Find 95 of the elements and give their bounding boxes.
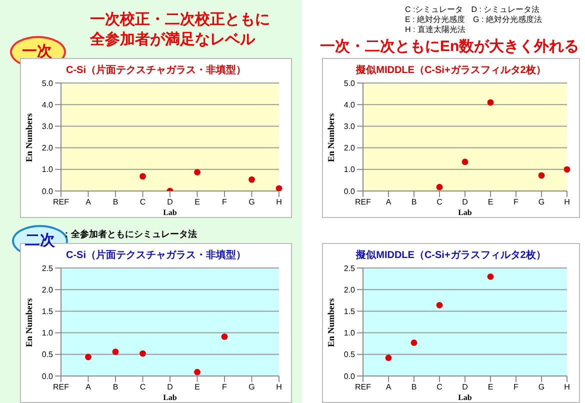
point [436, 302, 443, 308]
point [564, 166, 570, 173]
y-tick-label: 1.0 [344, 328, 356, 338]
y-tick-label: 2.5 [42, 264, 54, 273]
y-tick-label: 2.0 [344, 285, 356, 294]
chart-title: 擬似MIDDLE（C-Si+ガラスフィルタ2枚） [354, 64, 547, 77]
point [112, 348, 119, 356]
y-tick-label: 4.0 [42, 100, 54, 110]
x-tick-label: D [167, 198, 174, 207]
x-tick-label: F [514, 382, 519, 392]
x-tick-label: G [248, 198, 255, 207]
text: H : 直達太陽光法 [405, 24, 466, 35]
x-tick-label: C [436, 382, 443, 392]
y-tick-label: 1.0 [42, 328, 54, 338]
point [85, 354, 92, 360]
y-tick-label: 0.5 [42, 350, 54, 360]
y-tick-label: 0.0 [42, 186, 54, 196]
text: ：全参加者ともにシミュレータ法 [62, 228, 197, 241]
x-tick-label: H [276, 198, 282, 207]
point [385, 354, 392, 362]
x-tick-label: E [488, 382, 494, 392]
x-tick-label: D [167, 382, 174, 392]
y-tick-label: 5.0 [344, 78, 356, 88]
text: 一次校正・二次校正ともに [90, 10, 270, 29]
y-tick-label: 2.5 [344, 264, 356, 273]
chart-title: C-Si（片面テクスチャガラス・非填型） [65, 248, 247, 262]
x-tick-label: E [194, 198, 200, 207]
text: 二次 [25, 231, 55, 250]
point [221, 333, 228, 340]
x-tick-label: B [112, 198, 118, 207]
point [487, 273, 494, 280]
x-tick-label: E [488, 198, 494, 207]
x-tick-label: F [222, 198, 228, 207]
text: 一次・二次ともにEn数が大きく外れる [320, 37, 580, 56]
y-tick-label: 0.0 [344, 372, 356, 381]
x-tick-label: H [564, 382, 570, 392]
y-tick-label: 5.0 [42, 78, 54, 88]
x-tick-label: B [411, 382, 417, 392]
x-tick-label: C [436, 198, 443, 207]
x-tick-label: G [538, 198, 545, 207]
x-tick-label: D [462, 198, 468, 207]
x-tick-label: F [514, 198, 519, 207]
x-tick-label: A [86, 198, 92, 207]
x-tick-label: F [222, 382, 228, 392]
x-tick-label: B [112, 382, 118, 392]
point [194, 368, 200, 376]
x-axis-title: Lab [458, 393, 472, 402]
x-tick-label: G [248, 382, 255, 392]
y-tick-label: 2.0 [42, 285, 54, 294]
point [140, 350, 146, 357]
y-tick-label: 0.0 [344, 186, 356, 196]
x-tick-label: E [194, 382, 200, 392]
y-axis-title: En Numbers [24, 112, 34, 162]
text: 全参加者が満足なレベル [90, 30, 255, 49]
x-tick-label: REF [355, 198, 372, 207]
x-tick-label: B [411, 198, 417, 207]
point [436, 184, 443, 190]
point [538, 172, 545, 179]
x-tick-label: REF [355, 382, 372, 392]
y-tick-label: 0.5 [344, 350, 356, 360]
y-tick-label: 1.0 [344, 165, 356, 174]
x-tick-label: H [564, 198, 570, 207]
chart-title: 擬似MIDDLE（C-Si+ガラスフィルタ2枚） [354, 248, 547, 262]
y-tick-label: 2.0 [42, 144, 54, 153]
x-axis-title: Lab [163, 393, 178, 402]
x-tick-label: A [86, 382, 92, 392]
text: C :シミュレータ D : シミュレータ法 [405, 4, 540, 15]
y-tick-label: 3.0 [344, 122, 356, 132]
y-tick-label: 1.0 [42, 165, 54, 174]
y-tick-label: 4.0 [344, 100, 356, 110]
point [487, 99, 494, 106]
x-tick-label: H [276, 382, 282, 392]
y-tick-label: 1.5 [42, 307, 54, 316]
point [462, 158, 468, 166]
x-axis-title: Lab [458, 208, 472, 217]
chart-title: C-Si（片面テクスチャガラス・非填型） [65, 64, 247, 77]
y-tick-label: 3.0 [42, 122, 54, 132]
y-tick-label: 1.5 [344, 307, 356, 316]
x-tick-label: C [140, 198, 146, 207]
x-tick-label: REF [53, 198, 70, 207]
x-tick-label: REF [53, 382, 70, 392]
y-tick-label: 0.0 [42, 372, 54, 381]
y-axis-title: En Numbers [326, 112, 336, 162]
text: 一次 [22, 42, 52, 61]
y-axis-title: En Numbers [326, 298, 336, 347]
x-tick-label: G [538, 382, 545, 392]
x-tick-label: C [140, 382, 146, 392]
x-tick-label: A [386, 382, 392, 392]
x-tick-label: D [462, 382, 468, 392]
x-tick-label: A [386, 198, 392, 207]
point [410, 340, 418, 346]
y-tick-label: 2.0 [344, 144, 356, 153]
y-axis-title: En Numbers [24, 298, 34, 347]
x-axis-title: Lab [163, 208, 178, 217]
text: E : 絶対分光感度 G : 絶対分光感度法 [405, 14, 542, 25]
